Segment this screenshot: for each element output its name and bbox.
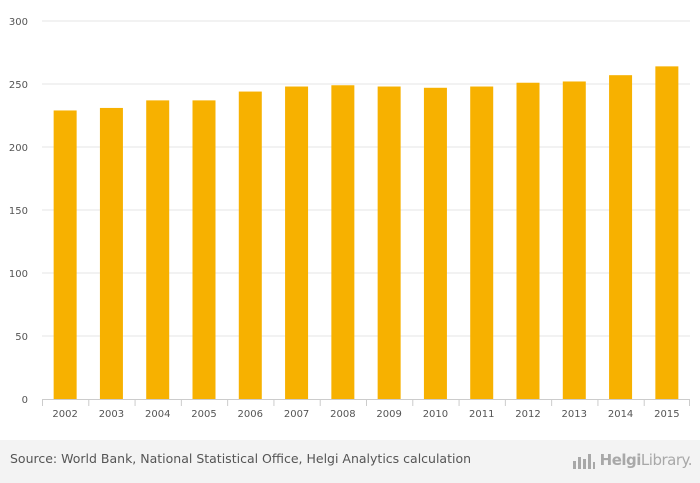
bar-2012[interactable] [516,82,540,400]
brand-name-bold: Helgi [599,451,642,469]
y-tick-label: 250 [9,80,28,91]
x-tick-label: 2008 [330,409,355,420]
x-tick-label: 2014 [608,409,633,420]
gridlines [42,20,690,337]
y-tick-labels: 0 50 100 150 200 250 300 [9,17,28,406]
x-tick-label: 2013 [562,409,587,420]
bars [53,66,679,400]
bar-2003[interactable] [99,107,123,399]
bar-2006[interactable] [238,91,262,399]
bar-2011[interactable] [470,86,494,400]
footer: Source: World Bank, National Statistical… [0,440,700,483]
bar-2008[interactable] [331,85,355,399]
x-tick-label: 2011 [469,409,494,420]
y-tick-label: 0 [22,395,28,406]
axes [42,399,690,406]
x-tick-label: 2002 [52,409,77,420]
chart-area: 0 50 100 150 200 250 300 2002 2003 2004 2005 2006 2… [9,17,690,420]
x-tick-label: 2005 [191,409,216,420]
bar-2007[interactable] [285,86,309,400]
x-tick-label: 2012 [515,409,540,420]
y-tick-label: 50 [15,332,28,343]
y-tick-label: 300 [9,17,28,28]
bar-2013[interactable] [562,81,586,399]
x-tick-label: 2007 [284,409,309,420]
bar-2010[interactable] [423,87,447,399]
y-tick-label: 100 [9,269,28,280]
x-tick-label: 2009 [376,409,401,420]
bar-2009[interactable] [377,86,401,400]
x-tick-label: 2010 [423,409,448,420]
bar-2005[interactable] [192,100,216,399]
x-tick-label: 2015 [654,409,679,420]
y-tick-label: 150 [9,206,28,217]
brand-name-light: Library. [640,451,693,469]
bar-2015[interactable] [655,66,679,400]
x-tick-label: 2004 [145,409,170,420]
bar-2002[interactable] [53,110,77,400]
brand-name: HelgiLibrary. [599,451,693,469]
x-tick-labels: 2002 2003 2004 2005 2006 2007 2008 2009 2010 2011… [52,409,679,420]
x-tick-label: 2003 [99,409,124,420]
bar-2014[interactable] [609,75,633,400]
source-note: Source: World Bank, National Statistical… [10,451,472,466]
helgi-library-logo[interactable]: HelgiLibrary. [572,449,693,471]
y-tick-label: 200 [9,143,28,154]
bar-graph-icon [572,454,595,469]
x-tick-label: 2006 [238,409,263,420]
bar-2004[interactable] [146,100,170,399]
